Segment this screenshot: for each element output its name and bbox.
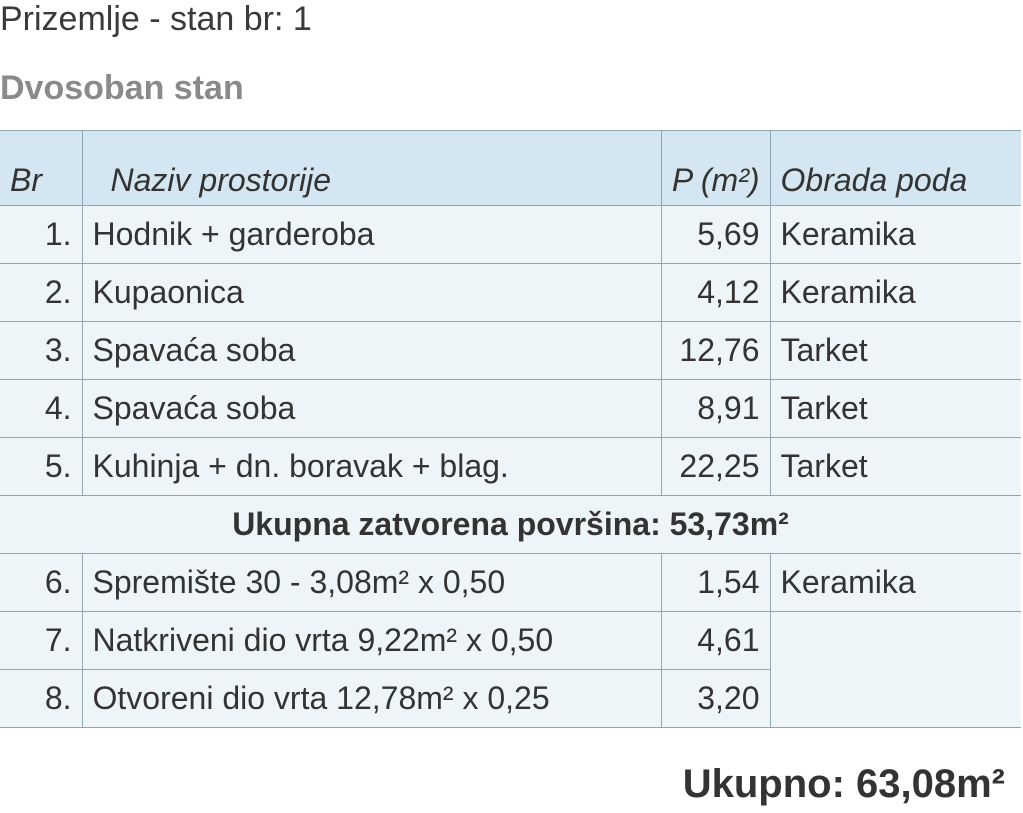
table-row: 6. Spremište 30 - 3,08m² x 0,50 1,54 Kerami… [0, 553, 1021, 612]
cell: Tarket [769, 437, 1021, 496]
cell: Keramika [769, 205, 1021, 264]
table-row: 2. Kupaonica 4,12 Keramika [0, 263, 1021, 322]
total: Ukupno: 63,08m² [682, 762, 1005, 806]
cell: 7. [0, 611, 83, 670]
subtitle: Dvosoban stan [0, 69, 244, 107]
column-header: P (m²) [660, 130, 771, 206]
header-row: Br Naziv prostorije P (m²) Obrada poda [0, 130, 1021, 206]
cell: Keramika [769, 553, 1021, 612]
cell: Spavaća soba [81, 379, 662, 438]
table-row: 3. Spavaća soba 12,76 Tarket [0, 321, 1021, 380]
rooms-table: Br Naziv prostorije P (m²) Obrada poda 1… [0, 130, 1021, 728]
cell: 4,61 [660, 611, 771, 670]
cell: 1. [0, 205, 83, 264]
cell: Keramika [769, 263, 1021, 322]
cell: 4,12 [660, 263, 771, 322]
cell: Otvoreni dio vrta 12,78m² x 0,25 [81, 669, 662, 728]
cell: 3. [0, 321, 83, 380]
cell: 12,76 [660, 321, 771, 380]
table-row: 1. Hodnik + garderoba 5,69 Keramika [0, 205, 1021, 264]
cell: Tarket [769, 379, 1021, 438]
table-row: 5. Kuhinja + dn. boravak + blag. 22,25 Tark… [0, 437, 1021, 496]
table-row: 4. Spavaća soba 8,91 Tarket [0, 379, 1021, 438]
cell: 22,25 [660, 437, 771, 496]
subtotal-row: Ukupna zatvorena površina: 53,73m² [0, 495, 1021, 554]
cell: 3,20 [660, 669, 770, 728]
cell: 8,91 [660, 379, 771, 438]
cell: 6. [0, 553, 83, 612]
column-header: Br [0, 130, 83, 206]
cell: 5,69 [660, 205, 771, 264]
column-header: Naziv prostorije [81, 130, 662, 206]
column-header: Obrada poda [769, 130, 1021, 206]
cell: Hodnik + garderoba [81, 205, 662, 264]
cell: 2. [0, 263, 83, 322]
cell: 8. [0, 669, 83, 728]
cell: Spremište 30 - 3,08m² x 0,50 [81, 553, 662, 612]
cell: Spavaća soba [81, 321, 662, 380]
table-body: 1. Hodnik + garderoba 5,69 Keramika 2. Kupaon… [0, 205, 1021, 728]
cell: Natkriveni dio vrta 9,22m² x 0,50 [81, 611, 662, 670]
cell: Kuhinja + dn. boravak + blag. [81, 437, 662, 496]
cell: 5. [0, 437, 83, 496]
empty-cell [769, 611, 1021, 728]
subtotal: Ukupna zatvorena površina: 53,73m² [0, 495, 1021, 554]
table-row: 7. Natkriveni dio vrta 9,22m² x 0,50 4,61 [0, 611, 1021, 728]
title: Prizemlje - stan br: 1 [0, 0, 312, 38]
cell: Tarket [769, 321, 1021, 380]
cell: 4. [0, 379, 83, 438]
table-row: 8. Otvoreni dio vrta 12,78m² x 0,25 3,20 [0, 669, 1021, 728]
cell: 1,54 [660, 553, 771, 612]
cell: Kupaonica [81, 263, 662, 322]
